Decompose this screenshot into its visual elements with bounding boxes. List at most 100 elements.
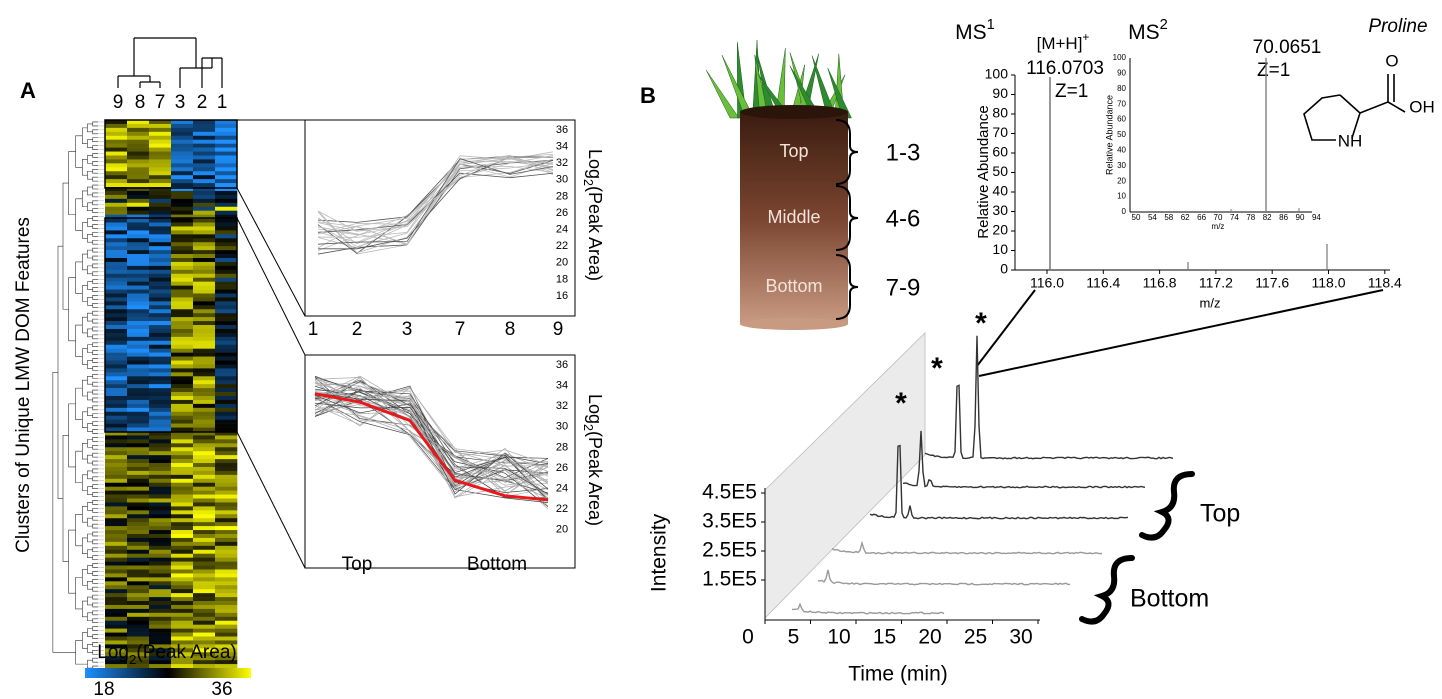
heatmap-cell: [149, 332, 172, 338]
heatmap-cell: [215, 664, 238, 669]
y-tick-label: 32: [556, 400, 568, 412]
heatmap-cell: [215, 301, 238, 306]
profile-line: [314, 378, 549, 488]
row-dendrogram-branch: [92, 555, 98, 560]
atom-label: NH: [1338, 131, 1363, 150]
y-tick-label: 60: [992, 144, 1008, 160]
heatmap-cell: [215, 293, 238, 298]
heatmap-cell: [215, 226, 238, 231]
heatmap-cell: [215, 352, 238, 357]
heatmap-cell: [127, 305, 150, 310]
row-dendrogram-branch: [92, 547, 98, 553]
chromatogram-trace: [924, 335, 1174, 460]
y-tick-label: 16: [556, 290, 568, 302]
y-axis-title: Log2(Peak Area): [581, 149, 606, 281]
heatmap-cell: [171, 131, 194, 137]
heatmap-cell: [215, 498, 238, 503]
heatmap-cell: [215, 478, 238, 484]
heatmap-cell: [127, 135, 150, 141]
heatmap-cell: [127, 376, 150, 381]
heatmap-cell: [127, 352, 150, 357]
heatmap-cell: [149, 171, 172, 176]
heatmap-cell: [215, 549, 238, 555]
heatmap-cell: [215, 289, 238, 294]
x-tick-label: Top: [342, 554, 373, 575]
heatmap-cell: [215, 222, 238, 227]
soil-core-top: [740, 105, 848, 119]
heatmap-cell: [215, 238, 238, 243]
heatmap-cell: [215, 624, 238, 629]
heatmap-cell: [193, 317, 216, 322]
heatmap-cell: [127, 222, 150, 227]
heatmap-cell: [193, 585, 216, 590]
heatmap-cell: [105, 640, 128, 645]
heatmap-cell: [149, 447, 172, 452]
heatmap-cell: [149, 242, 172, 247]
heatmap-cell: [193, 431, 216, 436]
heatmap-cell: [215, 167, 238, 172]
heatmap-cell: [215, 321, 238, 326]
heatmap-cell: [171, 498, 194, 503]
heatmap-cell: [105, 226, 128, 231]
y-tick-label: 40: [992, 183, 1008, 199]
heatmap-cell: [105, 407, 128, 413]
heatmap-cell: [215, 135, 238, 141]
heatmap-cell: [105, 577, 128, 582]
heatmap-cell: [171, 561, 194, 566]
heatmap-cell: [149, 246, 172, 251]
heatmap-cell: [105, 470, 128, 476]
heatmap-cell: [193, 616, 216, 622]
x-tick-label: 116.8: [1143, 275, 1177, 291]
heatmap-cell: [215, 644, 238, 649]
row-dendrogram-branch: [52, 372, 76, 653]
heatmap-cell: [171, 194, 194, 200]
heatmap-cell: [215, 242, 238, 247]
y-tick-label: 40: [1117, 146, 1126, 155]
heatmap-cell: [105, 127, 128, 133]
heatmap-cell: [105, 206, 128, 211]
heatmap-cell: [149, 494, 172, 499]
heatmap-cell: [171, 171, 194, 176]
heatmap-cell: [127, 269, 150, 275]
heatmap-cell: [127, 608, 150, 614]
heatmap-cell: [193, 206, 216, 211]
heatmap-cell: [149, 202, 172, 208]
heatmap-cell: [149, 293, 172, 298]
row-dendrogram-branch: [92, 389, 98, 395]
heatmap-cell: [193, 187, 216, 192]
x-tick-label: 30: [1009, 626, 1032, 649]
heatmap-cell: [215, 577, 238, 582]
heatmap-cell: [193, 285, 216, 290]
heatmap-cell: [149, 352, 172, 357]
heatmap-cell: [215, 143, 238, 148]
mz-label: 70.0651: [1253, 37, 1322, 58]
soil-core: [740, 112, 848, 324]
row-dendrogram-branch: [82, 411, 88, 428]
heatmap-cell: [215, 439, 238, 444]
heatmap-cell: [127, 139, 150, 144]
heatmap-cell: [149, 380, 172, 385]
heatmap-cell: [171, 135, 194, 141]
row-dendrogram-branch: [68, 403, 76, 468]
heatmap-cell: [149, 234, 172, 239]
heatmap-cell: [215, 616, 238, 622]
heatmap-cell: [171, 522, 194, 527]
heatmap-cell: [149, 455, 172, 460]
heatmap-cell: [193, 131, 216, 137]
heatmap-cell: [171, 585, 194, 590]
heatmap-cell: [215, 214, 238, 219]
row-dendrogram-branch: [92, 168, 98, 174]
heatmap-cell: [215, 368, 238, 373]
heatmap-cell: [149, 285, 172, 290]
heatmap-cell: [127, 238, 150, 243]
heatmap-cell: [127, 549, 150, 555]
heatmap-cell: [127, 254, 150, 259]
heatmap-cell: [127, 293, 150, 298]
heatmap-cell: [171, 258, 194, 263]
heatmap-cell: [171, 285, 194, 290]
heatmap-cell: [127, 179, 150, 184]
heatmap-cell: [127, 281, 150, 286]
heatmap-cell: [105, 352, 128, 357]
row-dendrogram-branch: [92, 610, 98, 616]
